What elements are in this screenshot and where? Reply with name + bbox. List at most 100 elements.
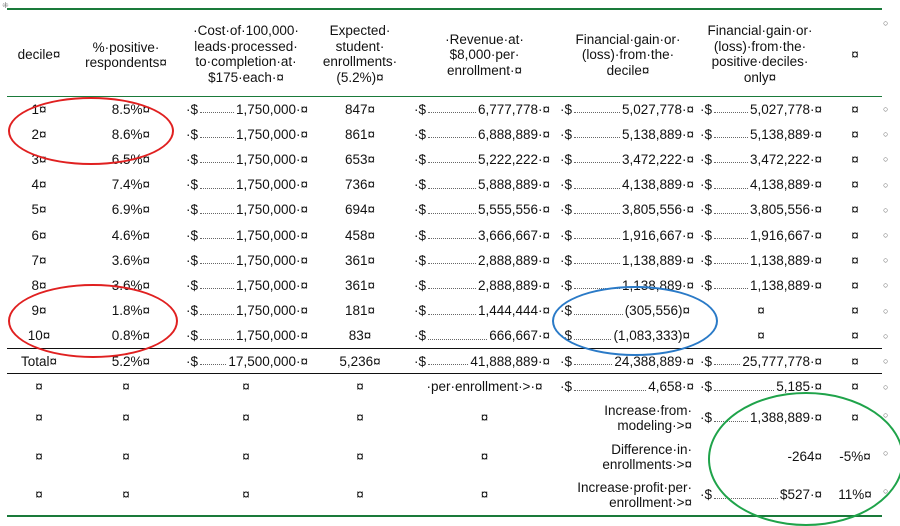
amount: 25,777,778·¤ [742, 353, 822, 369]
header-cost: ·Cost·of·100,000· leads·processed· to·co… [183, 14, 309, 94]
amount: 1,750,000·¤ [235, 177, 308, 193]
row-2-revenue: ·$ 6,888,889·¤ [414, 122, 550, 147]
dollar-sign: ·$ [700, 151, 713, 167]
row-8-gain: ·$ 1,138,889·¤ [560, 273, 694, 298]
dot-leader [428, 354, 469, 366]
row-10-enroll: 83¤ [348, 328, 372, 344]
row-4-extra: ¤ [851, 177, 859, 193]
row-8-enroll: 361¤ [344, 277, 376, 293]
amount: 1,388,889·¤ [749, 410, 822, 425]
amount: 1,138,889·¤ [749, 277, 822, 293]
header-text: only¤ [743, 69, 777, 85]
total-row-decile: Total¤ [20, 353, 58, 369]
row-9-cost: ·$ 1,750,000·¤ [186, 299, 308, 324]
dot-leader [714, 380, 775, 391]
total-top-border [7, 348, 882, 349]
summary-2-label: Increase·from· modeling·>¤ [560, 400, 692, 436]
row-end-mark [883, 410, 893, 420]
row-10-cost: ·$ 1,750,000·¤ [186, 324, 308, 349]
dollar-sign: ·$ [700, 177, 713, 193]
summary-2-empty-2: ¤ [242, 410, 250, 425]
header-text: to·completion·at· [195, 54, 297, 69]
amount: 3,472,222·¤ [621, 151, 694, 167]
summary-label-line: Difference·in· [611, 441, 692, 457]
amount: 2,888,889·¤ [477, 252, 550, 268]
dot-leader [574, 304, 623, 315]
dot-leader [428, 178, 476, 189]
header-gain-positive: Financial·gain·or· (loss)·from·the· posi… [700, 14, 820, 94]
dollar-sign: ·$ [414, 328, 427, 344]
dot-leader [714, 102, 748, 114]
row-10-gain-positive: ¤ [757, 328, 765, 344]
header-text: leads·processed· [194, 38, 298, 54]
row-end-mark [883, 205, 893, 215]
cell-mark: ¤ [851, 47, 859, 62]
summary-2-empty-1: ¤ [122, 410, 130, 425]
dollar-sign: ·$ [414, 202, 427, 218]
dollar-sign: ·$ [560, 126, 573, 142]
header-text: ·Revenue·at· [445, 31, 524, 47]
row-6-decile: 6¤ [31, 227, 47, 243]
dollar-sign: ·$ [700, 379, 713, 394]
summary-4-empty-2: ¤ [242, 487, 250, 502]
header-text: enrollment·¤ [446, 62, 523, 78]
header-text: (5.2%)¤ [336, 69, 384, 85]
header-text: Financial·gain·or· [707, 23, 813, 38]
row-8-decile: 8¤ [31, 277, 47, 293]
amount: 666,667·¤ [489, 328, 550, 344]
amount: 5,555,556·¤ [477, 202, 550, 218]
dollar-sign: ·$ [414, 303, 427, 319]
row-end-mark [883, 104, 893, 114]
dot-leader [714, 127, 748, 139]
header-text: $175·each·¤ [208, 69, 284, 85]
amount: 6,777,778·¤ [477, 101, 550, 117]
dot-leader [200, 203, 234, 214]
row-9-gain-positive: ¤ [757, 303, 765, 319]
amount: 1,916,667·¤ [621, 227, 694, 243]
amount: 1,750,000·¤ [235, 303, 308, 319]
row-end-mark [883, 486, 893, 496]
dot-leader [574, 380, 647, 391]
summary-4-empty-3: ¤ [356, 487, 364, 502]
row-8-gain-positive: ·$ 1,138,889·¤ [700, 273, 822, 298]
dollar-sign: ·$ [560, 277, 573, 293]
amount: 41,888,889·¤ [470, 353, 550, 369]
dot-leader [428, 304, 476, 315]
summary-2-empty-0: ¤ [35, 410, 43, 425]
amount: 3,805,556·¤ [621, 202, 694, 218]
summary-1-empty-3: ¤ [356, 379, 364, 394]
row-7-decile: 7¤ [31, 252, 47, 268]
dot-leader [428, 152, 476, 164]
dollar-sign: ·$ [414, 277, 427, 293]
header-gain: Financial·gain·or· (loss)·from·the· deci… [558, 20, 698, 90]
dot-leader [200, 152, 234, 164]
amount: 3,666,667·¤ [477, 227, 550, 243]
summary-4-empty-1: ¤ [122, 487, 130, 502]
row-4-revenue: ·$ 5,888,889·¤ [414, 173, 550, 198]
summary-label-line: Increase·profit·per· [577, 479, 692, 495]
dot-leader [428, 329, 488, 340]
dollar-sign: ·$ [414, 126, 427, 142]
row-5-gain: ·$ 3,805,556·¤ [560, 198, 694, 223]
row-10-revenue: ·$ 666,667·¤ [414, 324, 550, 349]
row-10-decile: 10¤ [27, 328, 51, 344]
dot-leader [714, 253, 748, 265]
row-4-pct: 7.4%¤ [111, 177, 150, 193]
summary-3-empty-3: ¤ [356, 449, 364, 464]
dollar-sign: ·$ [186, 126, 199, 142]
amount: 1,750,000·¤ [235, 202, 308, 218]
row-5-enroll: 694¤ [344, 202, 376, 218]
dot-leader [200, 228, 234, 240]
header-text: ·Cost·of·100,000· [193, 23, 299, 38]
header-revenue: ·Revenue·at· $8,000·per· enrollment·¤ [412, 20, 557, 90]
header-text: positive·deciles· [711, 54, 809, 69]
total-row-cost: ·$ 17,500,000·¤ [186, 349, 308, 374]
row-5-cost: ·$ 1,750,000·¤ [186, 198, 308, 223]
dollar-sign: ·$ [560, 177, 573, 193]
row-6-pct: 4.6%¤ [111, 227, 150, 243]
summary-2-revenue-empty: ¤ [480, 410, 489, 425]
amount: 1,916,667·¤ [749, 227, 822, 243]
dollar-sign: ·$ [700, 487, 713, 502]
header-text: %·positive· [92, 39, 160, 55]
dot-leader [200, 127, 234, 139]
